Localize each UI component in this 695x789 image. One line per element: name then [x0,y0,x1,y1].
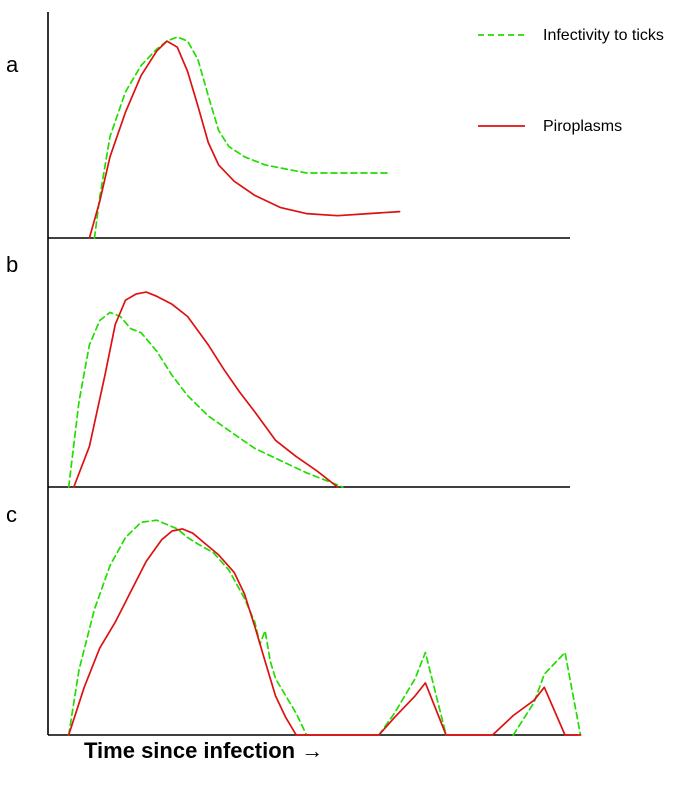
series-piroplasms [67,528,582,736]
panel-b: b [6,238,570,488]
x-axis-label: Time since infection → [84,738,323,763]
series-piroplasms [88,40,401,239]
panel-c: c [6,487,582,736]
panel-label: c [6,502,17,527]
legend-label-piroplasms: Piroplasms [543,118,622,135]
legend: Infectivity to ticks Piroplasms [478,27,664,135]
series-infectivity [67,311,344,488]
series-piroplasms [72,291,339,488]
panel-a: a [6,12,570,239]
panel-label: a [6,52,19,77]
series-infectivity [93,36,391,239]
panel-label: b [6,252,18,277]
series-infectivity [67,519,582,736]
chart-panels: a b c [6,12,582,736]
legend-label-infectivity: Infectivity to ticks [543,27,664,44]
